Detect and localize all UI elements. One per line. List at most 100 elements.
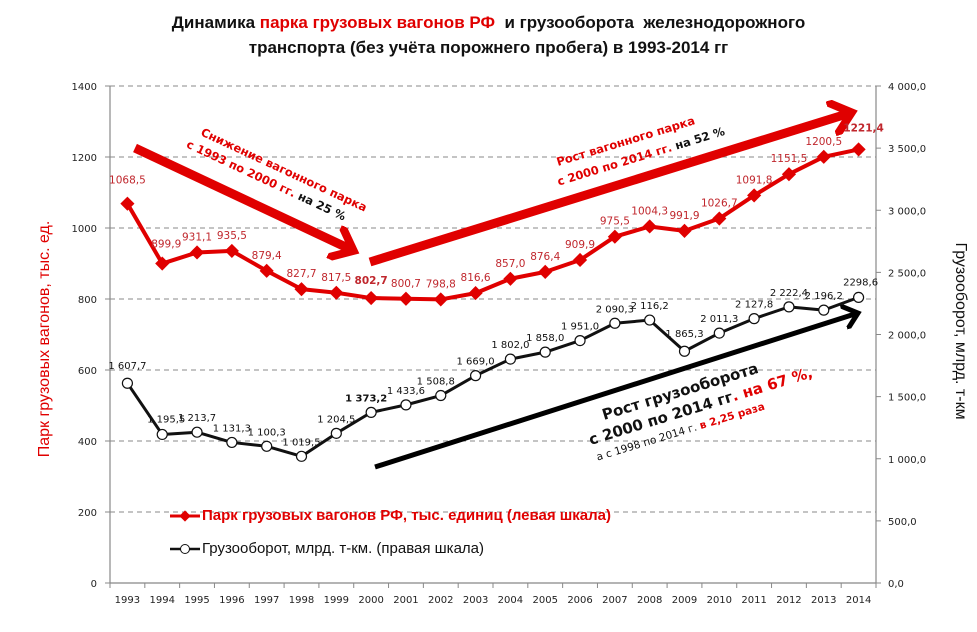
left-tick-label: 800 xyxy=(78,295,97,306)
wagon-fleet-point xyxy=(816,149,831,164)
left-tick-label: 1400 xyxy=(72,82,97,93)
right-tick-label: 500,0 xyxy=(888,517,917,528)
turnover-point xyxy=(574,334,586,347)
x-tick-label: 2010 xyxy=(707,595,732,606)
x-tick-label: 1994 xyxy=(150,595,175,606)
turnover-data-label: 1 100,3 xyxy=(248,427,286,438)
turnover-data-label: 2298,6 xyxy=(843,277,878,288)
wagon-fleet-point xyxy=(259,263,274,278)
wagon-fleet-point xyxy=(294,282,309,297)
wagon-fleet-point xyxy=(607,229,622,244)
wagon-fleet-data-label: 991,9 xyxy=(669,210,699,222)
turnover-point xyxy=(713,327,725,339)
turnover-point xyxy=(852,291,865,303)
turnover-data-label: 1 131,3 xyxy=(213,423,251,434)
left-tick-label: 600 xyxy=(78,366,97,377)
turnover-point xyxy=(748,313,760,325)
x-tick-label: 1999 xyxy=(324,595,349,606)
turnover-point xyxy=(365,406,377,418)
wagon-fleet-point xyxy=(747,188,762,203)
turnover-point xyxy=(644,314,656,326)
title-line-2: транспорта (без учёта порожнего пробега)… xyxy=(248,38,729,57)
x-tick-label: 2012 xyxy=(776,595,801,606)
wagon-fleet-point xyxy=(781,167,797,182)
turnover-point xyxy=(330,427,342,439)
wagon-fleet-line xyxy=(125,147,860,302)
wagon-fleet-point xyxy=(398,291,414,306)
right-tick-label: 4 000,0 xyxy=(888,82,926,93)
growth-arrow xyxy=(368,113,850,267)
turnover-point xyxy=(678,345,691,357)
turnover-data-label: 1 204,5 xyxy=(317,414,355,425)
x-tick-label: 2008 xyxy=(637,595,662,606)
wagon-fleet-data-label: 800,7 xyxy=(391,278,421,290)
x-tick-label: 1998 xyxy=(289,595,314,606)
wagon-fleet-data-label: 1151,5 xyxy=(771,153,808,165)
right-tick-label: 2 000,0 xyxy=(888,331,926,342)
turnover-point xyxy=(191,426,203,438)
turnover-point xyxy=(435,389,447,402)
wagon-fleet-data-label: 1091,8 xyxy=(736,174,773,186)
turnover-point xyxy=(226,436,238,449)
turnover-data-label: 1 802,0 xyxy=(491,340,529,351)
title-part1: Динамика xyxy=(171,13,260,32)
turnover-point xyxy=(609,317,621,329)
turnover-data-label: 1 019,5 xyxy=(282,437,320,448)
wagon-fleet-data-label: 931,1 xyxy=(182,231,212,243)
series-turnover xyxy=(121,291,865,462)
wagon-fleet-data-label: 802,7 xyxy=(355,275,388,287)
labels-turnover: 1 607,7 1 195,51 213,71 131,31 100,31 019… xyxy=(108,277,878,448)
x-tick-label: 2001 xyxy=(393,595,418,606)
left-axis-ticks: 0 200 400 600 800 1000 1200 1400 xyxy=(72,82,110,590)
wagon-fleet-point xyxy=(572,252,588,268)
x-tick-label: 2009 xyxy=(672,595,697,606)
wagon-fleet-data-label: 899,9 xyxy=(151,239,181,251)
turnover-point xyxy=(400,399,412,411)
x-tick-label: 2006 xyxy=(567,595,592,606)
wagon-fleet-point xyxy=(433,292,448,307)
legend-label-wagon-fleet: Парк грузовых вагонов РФ, тыс. единиц (л… xyxy=(202,507,611,524)
x-tick-label: 1996 xyxy=(219,595,244,606)
wagon-fleet-point xyxy=(468,286,483,301)
title-part3: и грузооборота железнодорожного xyxy=(495,13,806,32)
wagon-fleet-data-label: 909,9 xyxy=(565,239,595,251)
legend-item-wagon-fleet: Парк грузовых вагонов РФ, тыс. единиц (л… xyxy=(170,507,611,524)
wagon-fleet-point xyxy=(677,223,692,238)
title-part2-red: парка грузовых вагонов РФ xyxy=(259,13,495,32)
left-axis-title: Парк грузовых вагонов, тыс. ед. xyxy=(36,221,53,458)
turnover-data-label: 2 090,3 xyxy=(596,304,634,315)
legend-item-turnover: Грузооборот, млрд. т-км. (правая шкала) xyxy=(170,540,484,557)
wagon-fleet-point xyxy=(503,271,518,286)
turnover-data-label: 1 865,3 xyxy=(665,329,703,340)
left-tick-label: 200 xyxy=(78,508,97,519)
turnover-data-label: 1 858,0 xyxy=(526,333,564,344)
wagon-fleet-data-label: 876,4 xyxy=(530,251,560,263)
turnover-data-label: 2 127,8 xyxy=(735,300,773,311)
x-tick-label: 2013 xyxy=(811,595,836,606)
turnover-data-label: 1 607,7 xyxy=(108,361,146,372)
series-wagon-fleet xyxy=(120,142,866,307)
turnover-arrow xyxy=(374,313,858,470)
turnover-data-label: 1 373,2 xyxy=(345,393,387,404)
wagon-fleet-data-label: 817,5 xyxy=(321,272,351,284)
wagon-fleet-data-label: 879,4 xyxy=(252,250,282,262)
wagon-fleet-point xyxy=(364,290,379,306)
left-tick-label: 1000 xyxy=(72,224,97,235)
wagon-fleet-data-label: 816,6 xyxy=(461,272,491,284)
turnover-point xyxy=(156,428,168,441)
legend-label-turnover: Грузооборот, млрд. т-км. (правая шкала) xyxy=(202,540,484,557)
x-tick-label: 2003 xyxy=(463,595,488,606)
turnover-point xyxy=(783,301,795,313)
wagon-fleet-point xyxy=(329,285,344,300)
turnover-data-label: 1 669,0 xyxy=(457,357,495,368)
x-tick-label: 2002 xyxy=(428,595,453,606)
turnover-data-label: 1 195,5 xyxy=(147,414,185,425)
wagon-fleet-point xyxy=(851,142,866,157)
wagon-fleet-data-label: 1221,4 xyxy=(843,122,884,134)
turnover-data-label: 2 196,2 xyxy=(805,291,843,302)
wagon-fleet-data-label: 857,0 xyxy=(495,258,525,270)
right-axis-ticks: 0,0 500,0 1 000,0 1 500,0 2 000,0 2 500,0 3 00… xyxy=(876,82,926,590)
turnover-data-label: 2 222,4 xyxy=(770,288,808,299)
turnover-data-label: 1 508,8 xyxy=(417,377,455,388)
